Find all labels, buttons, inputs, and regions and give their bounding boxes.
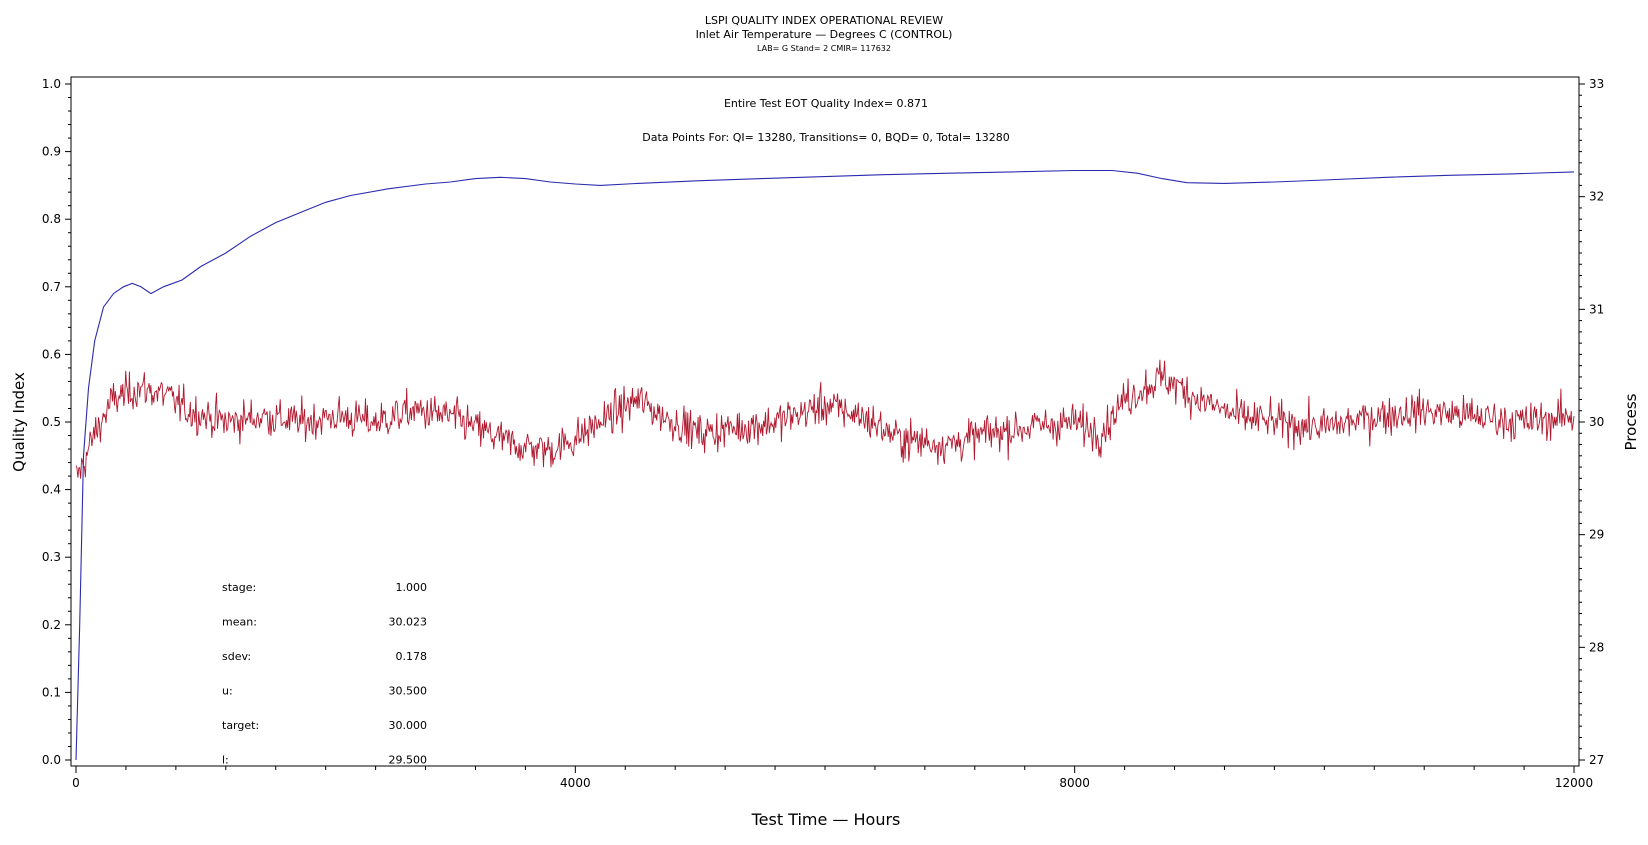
stat-label: sdev: [222, 650, 251, 663]
y-left-tick-label: 0.0 [42, 753, 61, 767]
x-tick-label: 4000 [560, 776, 591, 790]
x-tick-label: 0 [72, 776, 80, 790]
y-axis-right-label: Process [1622, 393, 1640, 450]
stat-value: 30.023 [389, 616, 428, 629]
chart-title: LSPI QUALITY INDEX OPERATIONAL REVIEW [705, 14, 943, 27]
y-left-tick-label: 0.6 [42, 347, 61, 361]
y-left-tick-label: 0.7 [42, 280, 61, 294]
y-left-tick-label: 0.2 [42, 618, 61, 632]
stats-block: stage: 1.000 mean: 30.023 sdev: 0.178 u: 30.500… [222, 581, 427, 767]
y-left-tick-label: 0.1 [42, 685, 61, 699]
stat-label: stage: [222, 581, 256, 594]
stat-label: target: [222, 719, 259, 732]
y-left-tick-label: 0.5 [42, 415, 61, 429]
quality-index-series-line [75, 169, 1575, 761]
y-right-tick-label: 30 [1589, 415, 1604, 429]
chart-subtitle: Inlet Air Temperature — Degrees C (CONTR… [696, 28, 953, 41]
stat-value: 1.000 [396, 581, 428, 594]
stat-value: 30.500 [389, 685, 428, 698]
eot-annotation: Entire Test EOT Quality Index= 0.871 [724, 97, 928, 110]
y-left-tick-label: 0.3 [42, 550, 61, 564]
y-right-tick-label: 29 [1589, 528, 1604, 542]
process-series-line [75, 359, 1575, 479]
y-left-tick-label: 0.4 [42, 483, 61, 497]
stat-value: 30.000 [389, 719, 428, 732]
y-left-tick-label: 0.8 [42, 212, 61, 226]
y-axis-left-label: Quality Index [10, 372, 28, 472]
y-right-tick-label: 31 [1589, 302, 1604, 316]
series-group [75, 169, 1575, 761]
stat-value: 0.178 [396, 650, 428, 663]
stat-label: mean: [222, 616, 257, 629]
y-right-tick-label: 27 [1589, 753, 1604, 767]
stat-label: l: [222, 754, 229, 767]
axis-ticks: 0.0 0.1 0.2 0.3 0.4 0.5 0.6 0.7 0.8 0.9 1.0 27 28 29 3… [42, 77, 1604, 790]
x-tick-label: 12000 [1555, 776, 1593, 790]
y-right-tick-label: 33 [1589, 77, 1604, 91]
y-left-tick-label: 1.0 [42, 77, 61, 91]
chart-info: LAB= G Stand= 2 CMIR= 117632 [757, 44, 891, 53]
x-tick-label: 8000 [1059, 776, 1090, 790]
stat-label: u: [222, 685, 233, 698]
data-points-annotation: Data Points For: QI= 13280, Transitions=… [642, 131, 1010, 144]
y-right-tick-label: 32 [1589, 190, 1604, 204]
x-axis-label: Test Time — Hours [751, 810, 901, 829]
stat-value: 29.500 [389, 754, 428, 767]
y-right-tick-label: 28 [1589, 640, 1604, 654]
y-left-tick-label: 0.9 [42, 145, 61, 159]
